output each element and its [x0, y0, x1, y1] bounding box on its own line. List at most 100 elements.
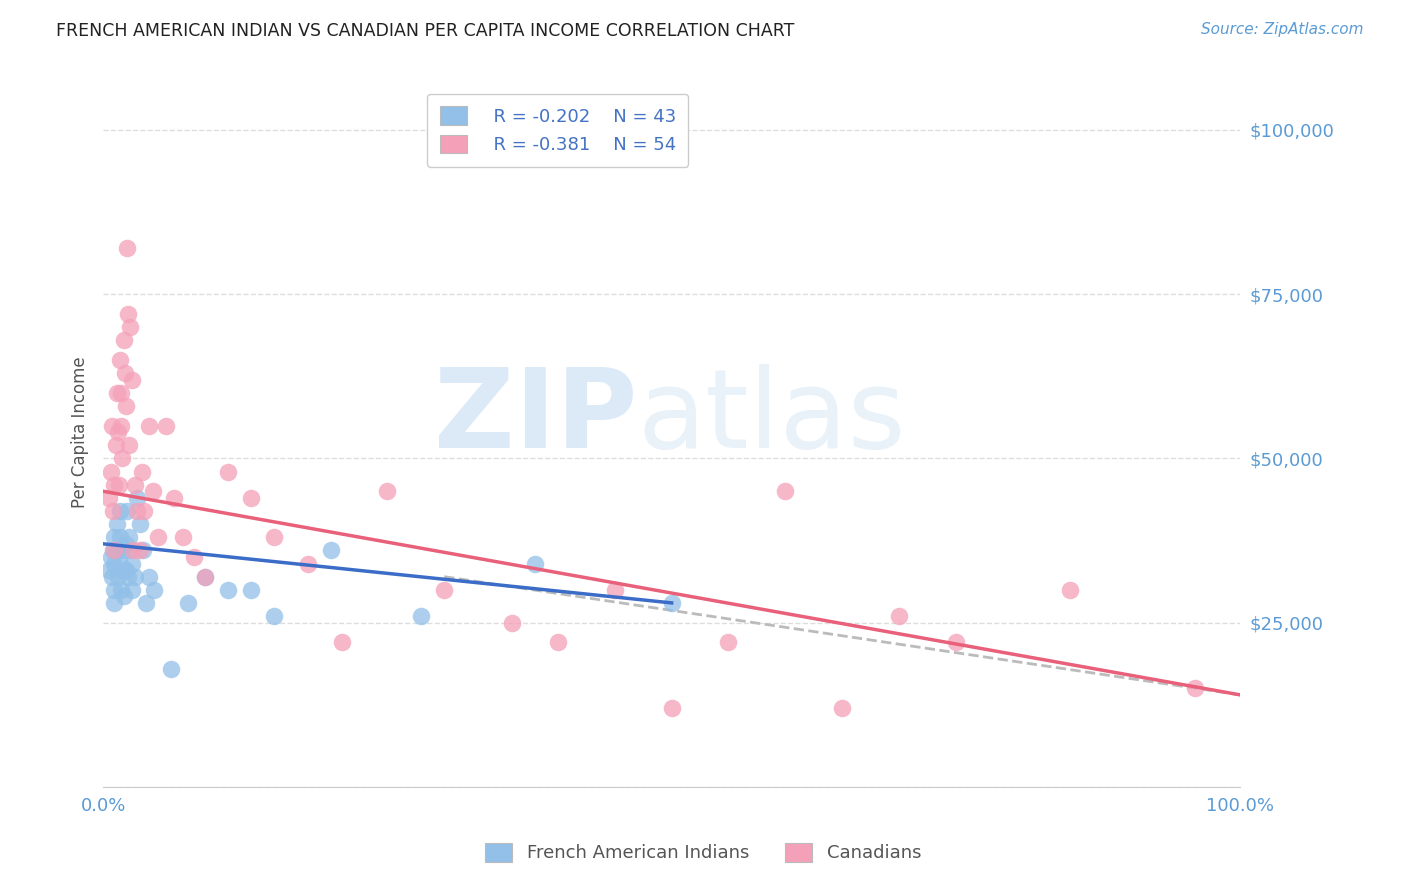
Point	[1059, 582, 1081, 597]
Point	[115, 563, 138, 577]
Point	[143, 582, 166, 597]
Point	[118, 530, 141, 544]
Point	[945, 635, 967, 649]
Point	[239, 491, 262, 505]
Point	[105, 385, 128, 400]
Point	[115, 399, 138, 413]
Point	[108, 477, 131, 491]
Point	[603, 582, 626, 597]
Point	[146, 530, 169, 544]
Point	[108, 557, 131, 571]
Point	[411, 609, 433, 624]
Point	[107, 425, 129, 439]
Point	[101, 418, 124, 433]
Point	[155, 418, 177, 433]
Point	[111, 543, 134, 558]
Point	[103, 582, 125, 597]
Point	[775, 484, 797, 499]
Point	[194, 569, 217, 583]
Point	[97, 563, 120, 577]
Point	[97, 491, 120, 505]
Point	[831, 701, 853, 715]
Point	[160, 662, 183, 676]
Point	[111, 451, 134, 466]
Point	[162, 491, 184, 505]
Point	[239, 582, 262, 597]
Point	[105, 517, 128, 532]
Point	[100, 549, 122, 564]
Point	[433, 582, 456, 597]
Point	[108, 352, 131, 367]
Point	[132, 504, 155, 518]
Point	[121, 373, 143, 387]
Point	[1184, 681, 1206, 696]
Point	[107, 543, 129, 558]
Point	[524, 557, 547, 571]
Point	[501, 615, 523, 630]
Point	[330, 635, 353, 649]
Point	[263, 530, 285, 544]
Text: FRENCH AMERICAN INDIAN VS CANADIAN PER CAPITA INCOME CORRELATION CHART: FRENCH AMERICAN INDIAN VS CANADIAN PER C…	[56, 22, 794, 40]
Point	[103, 557, 125, 571]
Point	[377, 484, 399, 499]
Point	[121, 582, 143, 597]
Point	[115, 537, 138, 551]
Point	[114, 366, 136, 380]
Point	[263, 609, 285, 624]
Point	[121, 543, 143, 558]
Legend: French American Indians, Canadians: French American Indians, Canadians	[478, 836, 928, 870]
Point	[112, 563, 135, 577]
Point	[142, 484, 165, 499]
Point	[217, 582, 239, 597]
Text: atlas: atlas	[637, 365, 905, 472]
Text: Source: ZipAtlas.com: Source: ZipAtlas.com	[1201, 22, 1364, 37]
Point	[661, 701, 683, 715]
Point	[112, 590, 135, 604]
Point	[547, 635, 569, 649]
Point	[118, 438, 141, 452]
Point	[135, 596, 157, 610]
Point	[104, 438, 127, 452]
Point	[103, 543, 125, 558]
Point	[121, 557, 143, 571]
Point	[117, 543, 139, 558]
Point	[100, 465, 122, 479]
Point	[103, 504, 125, 518]
Point	[110, 582, 132, 597]
Point	[120, 320, 142, 334]
Legend:   R = -0.202    N = 43,   R = -0.381    N = 54: R = -0.202 N = 43, R = -0.381 N = 54	[427, 94, 689, 167]
Point	[127, 504, 149, 518]
Point	[138, 569, 160, 583]
Point	[108, 530, 131, 544]
Point	[101, 569, 124, 583]
Point	[132, 543, 155, 558]
Point	[110, 418, 132, 433]
Point	[103, 477, 125, 491]
Point	[887, 609, 910, 624]
Point	[297, 557, 319, 571]
Point	[128, 543, 150, 558]
Point	[194, 569, 217, 583]
Point	[128, 517, 150, 532]
Point	[177, 596, 200, 610]
Point	[117, 307, 139, 321]
Point	[131, 465, 153, 479]
Point	[138, 418, 160, 433]
Point	[183, 549, 205, 564]
Point	[127, 491, 149, 505]
Point	[103, 596, 125, 610]
Y-axis label: Per Capita Income: Per Capita Income	[72, 356, 89, 508]
Point	[124, 569, 146, 583]
Point	[115, 504, 138, 518]
Point	[108, 504, 131, 518]
Point	[115, 241, 138, 255]
Point	[717, 635, 740, 649]
Point	[117, 569, 139, 583]
Point	[112, 333, 135, 347]
Text: ZIP: ZIP	[434, 365, 637, 472]
Point	[103, 543, 125, 558]
Point	[110, 385, 132, 400]
Point	[107, 569, 129, 583]
Point	[172, 530, 194, 544]
Point	[217, 465, 239, 479]
